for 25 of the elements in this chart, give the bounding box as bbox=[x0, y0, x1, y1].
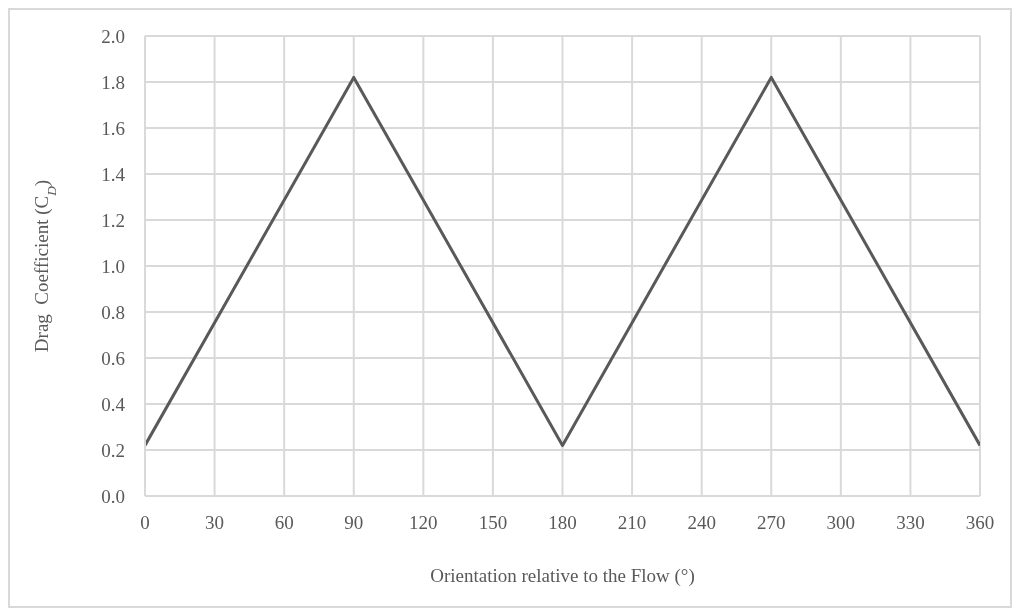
y-tick-label: 0.6 bbox=[101, 347, 125, 369]
x-tick-label: 0 bbox=[140, 512, 150, 534]
x-tick-label: 330 bbox=[896, 512, 925, 534]
x-tick-label: 240 bbox=[687, 512, 716, 534]
x-tick-label: 300 bbox=[826, 512, 856, 534]
y-tick-label: 1.0 bbox=[101, 255, 125, 277]
y-tick-label: 2.0 bbox=[101, 25, 125, 47]
y-tick-label: 0.8 bbox=[101, 301, 125, 323]
x-tick-label: 180 bbox=[548, 512, 577, 534]
y-tick-label: 1.4 bbox=[101, 163, 126, 185]
y-tick-label: 1.2 bbox=[101, 209, 125, 231]
x-tick-label: 210 bbox=[617, 512, 647, 534]
x-tick-label: 360 bbox=[965, 512, 995, 534]
x-tick-label: 150 bbox=[478, 512, 508, 534]
y-tick-label: 1.6 bbox=[101, 117, 125, 139]
x-tick-label: 30 bbox=[205, 512, 225, 534]
x-tick-label: 270 bbox=[757, 512, 786, 534]
x-axis-title: Orientation relative to the Flow (°) bbox=[430, 565, 695, 587]
y-tick-label: 1.8 bbox=[101, 71, 125, 93]
x-tick-label: 60 bbox=[274, 512, 294, 534]
y-tick-label: 0.0 bbox=[101, 485, 125, 507]
x-tick-label: 90 bbox=[344, 512, 364, 534]
y-tick-label: 0.4 bbox=[101, 393, 126, 415]
x-tick-label: 120 bbox=[409, 512, 438, 534]
y-tick-label: 0.2 bbox=[101, 439, 125, 461]
